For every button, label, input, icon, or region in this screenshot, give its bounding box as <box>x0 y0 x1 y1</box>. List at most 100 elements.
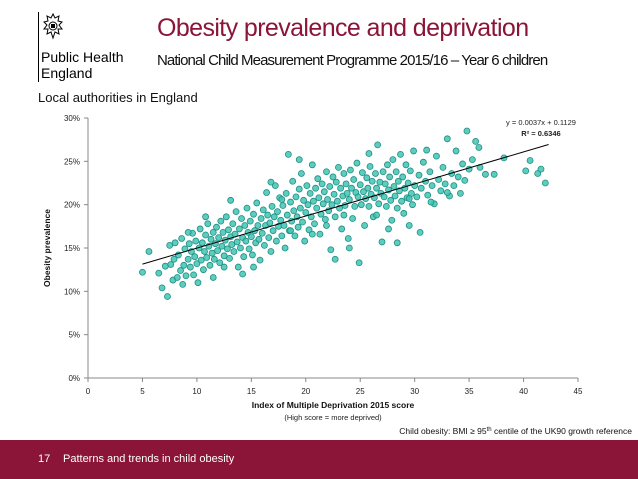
data-point <box>292 193 300 201</box>
logo-rule <box>38 12 39 82</box>
data-point <box>443 189 451 196</box>
y-tick-label: 25% <box>64 157 80 166</box>
data-point <box>202 231 210 239</box>
data-point <box>155 269 163 277</box>
data-point <box>384 161 391 169</box>
data-point <box>441 180 449 188</box>
data-point <box>356 181 364 189</box>
x-tick-label: 25 <box>356 387 365 396</box>
data-point <box>364 184 372 192</box>
data-point <box>312 184 319 192</box>
data-point <box>241 222 249 229</box>
data-point <box>390 183 398 190</box>
data-point <box>158 284 166 292</box>
data-point <box>365 150 373 157</box>
y-tick-label: 30% <box>64 114 80 123</box>
data-point <box>270 213 278 221</box>
data-point <box>343 189 351 197</box>
y-tick-label: 10% <box>64 287 80 296</box>
data-point <box>207 235 215 243</box>
data-point <box>268 202 276 210</box>
data-point <box>416 228 424 236</box>
data-point <box>472 137 480 145</box>
slide-subtitle: National Child Measurement Programme 201… <box>157 52 548 69</box>
data-point <box>537 165 545 173</box>
scatter-chart: 0% 5% 10% 15% 20% 25% 30% 0 5 10 15 20 25 30 35 40 45 y… <box>42 114 632 436</box>
data-point <box>366 163 374 170</box>
data-point <box>389 156 397 164</box>
data-point <box>399 173 407 181</box>
data-point <box>232 208 240 216</box>
data-point <box>397 150 404 158</box>
data-point <box>278 232 286 240</box>
data-point <box>385 225 392 233</box>
data-point <box>216 259 224 267</box>
data-point <box>306 189 314 197</box>
data-point <box>313 204 321 212</box>
data-point <box>424 191 432 199</box>
data-points <box>139 127 549 300</box>
data-point <box>278 196 286 203</box>
data-point <box>331 213 339 221</box>
x-tick-label: 15 <box>247 387 256 396</box>
data-point <box>255 235 263 243</box>
data-point <box>279 202 287 209</box>
data-point <box>402 161 410 169</box>
data-point <box>490 170 498 178</box>
data-point <box>392 168 400 176</box>
data-point <box>358 169 366 177</box>
data-point <box>220 263 228 271</box>
data-point <box>361 222 368 229</box>
data-point <box>423 146 431 154</box>
data-point <box>145 248 153 255</box>
data-point <box>215 234 223 242</box>
data-point <box>304 201 312 209</box>
data-point <box>283 211 291 219</box>
data-point <box>323 168 330 176</box>
x-tick-label: 20 <box>301 387 310 396</box>
data-point <box>427 198 435 206</box>
data-point <box>433 152 440 160</box>
data-point <box>193 260 201 268</box>
data-point <box>254 222 262 229</box>
data-point <box>337 184 345 192</box>
data-point <box>394 177 402 185</box>
data-point <box>295 156 303 164</box>
data-point <box>196 225 204 233</box>
data-point <box>192 237 200 245</box>
data-point <box>378 238 386 246</box>
data-point <box>316 230 324 238</box>
data-point <box>191 253 199 261</box>
data-point <box>320 188 328 196</box>
data-point <box>294 223 302 231</box>
data-point <box>253 199 261 207</box>
data-point <box>290 207 298 215</box>
data-point <box>190 271 198 279</box>
data-point <box>417 184 425 192</box>
data-point <box>461 176 469 184</box>
data-point <box>311 220 318 228</box>
data-point <box>198 239 206 247</box>
data-point <box>289 177 297 185</box>
data-point <box>281 244 289 252</box>
y-tick-label: 0% <box>68 374 80 383</box>
data-point <box>225 226 232 234</box>
trendline-equation: y = 0.0037x + 0.1129 <box>506 118 576 127</box>
data-point <box>391 192 399 200</box>
data-point <box>327 246 335 254</box>
data-point <box>382 202 390 210</box>
data-point <box>419 158 427 166</box>
data-point <box>342 180 350 188</box>
data-point <box>410 147 417 155</box>
data-point <box>235 225 243 233</box>
data-point <box>269 227 277 235</box>
data-point <box>263 189 270 196</box>
data-point <box>184 228 192 236</box>
data-point <box>201 248 208 255</box>
data-point <box>291 232 299 240</box>
data-point <box>345 244 353 252</box>
y-axis-title: Obesity prevalence <box>42 209 52 287</box>
data-point <box>321 215 329 223</box>
data-point <box>177 267 184 274</box>
data-point <box>170 255 178 263</box>
